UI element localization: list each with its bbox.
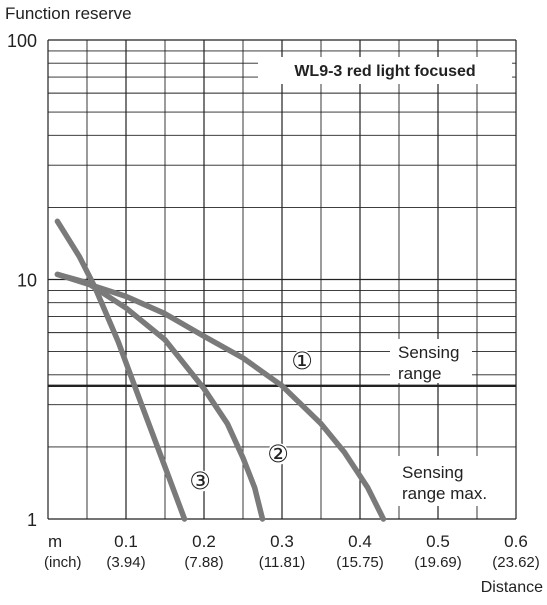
x-axis-title: Distance: [481, 579, 543, 596]
y-tick-label: 10: [17, 271, 37, 291]
x-tick-label: 0.3: [270, 532, 294, 551]
series-line: [54, 271, 387, 522]
sensing-range-label: Sensing: [398, 343, 459, 362]
series-marker-bg: [189, 470, 211, 492]
series-line: [54, 218, 188, 522]
x-tick-label: 0.5: [426, 532, 450, 551]
y-tick-label: 100: [7, 31, 37, 51]
title-box: [258, 57, 512, 84]
series-line: [54, 271, 266, 522]
x-unit-alt-label: (inch): [44, 554, 82, 571]
x-tick-sublabel: (23.62): [492, 554, 540, 571]
series-label: ①: [291, 348, 313, 375]
series-marker-bg: [291, 350, 313, 372]
x-tick-sublabel: (7.88): [184, 554, 223, 571]
x-tick-label: 0.6: [504, 532, 528, 551]
curves: [54, 218, 387, 522]
x-tick-label: 0.2: [192, 532, 216, 551]
x-tick-sublabel: (15.75): [336, 554, 384, 571]
sensing-range-max-box: [394, 456, 508, 506]
sensing-range-max-label: Sensing: [402, 463, 463, 482]
y-tick-label: 1: [27, 510, 37, 530]
x-tick-sublabel: (19.69): [414, 554, 462, 571]
x-tick-label: 0.1: [114, 532, 138, 551]
chart-title: WL9-3 red light focused: [294, 63, 475, 80]
labels: WL9-3 red light focused Sensing range Sensi…: [5, 4, 543, 596]
x-tick-label: 0.4: [348, 532, 372, 551]
grid: [47, 39, 517, 520]
y-axis-title: Function reserve: [5, 4, 132, 23]
x-unit-label: m: [48, 532, 62, 551]
sensing-range-box: [390, 339, 472, 383]
series-label: ③: [189, 468, 211, 495]
series-marker-bg: [267, 443, 289, 465]
x-tick-sublabel: (3.94): [106, 554, 145, 571]
series-label: ②: [267, 441, 289, 468]
sensing-range-max-label: range max.: [402, 484, 487, 503]
x-tick-sublabel: (11.81): [259, 554, 305, 571]
sensing-range-label: range: [398, 364, 441, 383]
